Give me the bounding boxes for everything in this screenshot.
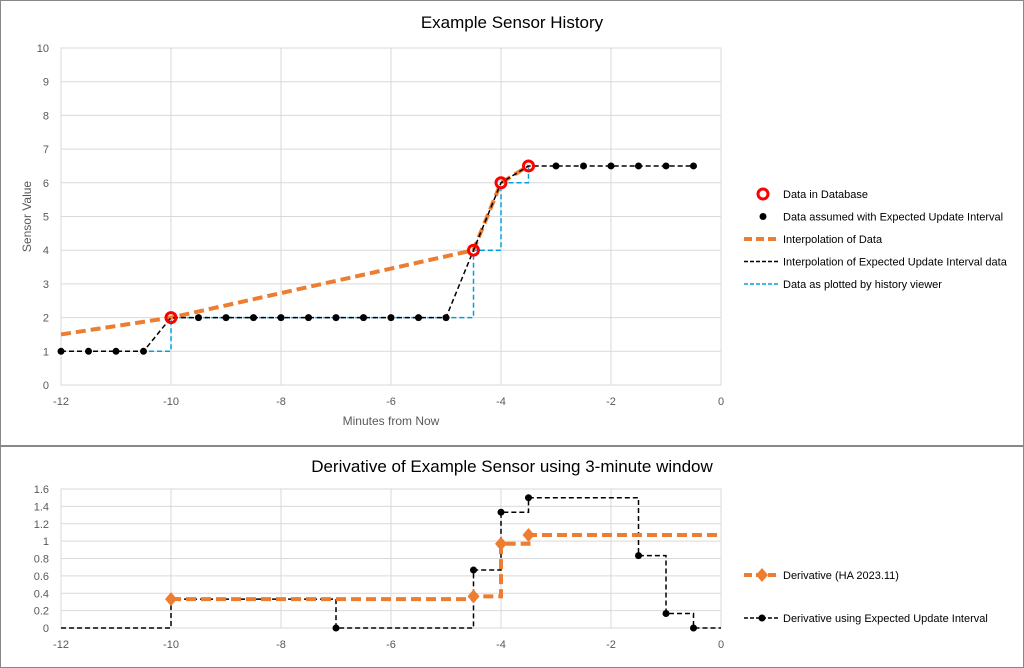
legend-label: Derivative (HA 2023.11) [783, 570, 899, 582]
x-tick-label: -4 [496, 639, 506, 651]
y-axis-label: Sensor Value [20, 181, 34, 252]
legend-label: Data assumed with Expected Update Interv… [783, 212, 1003, 224]
data-point [635, 162, 642, 170]
data-point [690, 624, 697, 632]
y-tick-label: 2 [43, 313, 49, 325]
y-tick-label: 1.6 [34, 484, 49, 496]
y-tick-label: 1.4 [34, 501, 49, 513]
y-tick-label: 9 [43, 77, 49, 89]
data-point [470, 566, 477, 574]
plot-area [60, 47, 722, 386]
x-tick-label: -10 [163, 639, 179, 651]
data-point [635, 552, 642, 560]
y-tick-label: 4 [43, 245, 49, 257]
data-point [552, 162, 560, 170]
data-point [250, 314, 257, 322]
data-point [758, 614, 766, 622]
y-tick-label: 3 [43, 279, 49, 291]
data-point [140, 347, 147, 355]
y-tick-label: 8 [43, 110, 49, 122]
legend-label: Data in Database [783, 189, 868, 201]
x-tick-label: -6 [386, 396, 396, 408]
data-point [360, 314, 367, 322]
data-point [57, 347, 65, 355]
x-tick-label: -10 [163, 396, 179, 408]
data-point [442, 314, 450, 322]
data-point [522, 528, 535, 543]
data-point [690, 162, 697, 170]
data-point [415, 314, 422, 322]
data-point [525, 494, 532, 502]
data-point [580, 162, 587, 170]
legend-label: Interpolation of Data [783, 234, 883, 246]
y-tick-label: 1 [43, 536, 49, 548]
x-tick-label: 0 [718, 396, 724, 408]
data-point [756, 568, 768, 582]
series-line-3 [61, 165, 694, 353]
data-point [495, 536, 507, 551]
data-point [467, 243, 480, 257]
data-point [467, 589, 480, 604]
legend-label: Derivative using Expected Update Interva… [783, 613, 988, 625]
y-tick-label: 0 [43, 380, 49, 392]
y-tick-label: 7 [43, 144, 49, 156]
y-tick-label: 6 [43, 178, 49, 190]
data-point [305, 314, 312, 322]
x-tick-label: -12 [53, 639, 69, 651]
x-tick-label: -4 [496, 396, 506, 408]
x-tick-label: -8 [276, 639, 286, 651]
x-tick-label: 0 [718, 639, 724, 651]
legend-label: Interpolation of Expected Update Interva… [783, 257, 1008, 269]
data-point [494, 176, 508, 190]
data-point [165, 592, 177, 607]
data-point [662, 162, 670, 170]
data-point [522, 159, 535, 173]
y-tick-label: 0.8 [34, 554, 49, 566]
y-tick-label: 0.6 [34, 571, 49, 583]
panel-bottom [0, 446, 1024, 668]
chart-title: Derivative of Example Sensor using 3-min… [311, 457, 713, 476]
data-point [497, 508, 505, 516]
x-tick-label: -12 [53, 396, 69, 408]
legend-label: Data as plotted by history viewer [783, 279, 942, 291]
y-tick-label: 10 [37, 43, 49, 55]
data-point [332, 314, 340, 322]
data-point [195, 314, 202, 322]
data-point [662, 609, 670, 617]
y-tick-label: 5 [43, 212, 49, 224]
x-axis-label: Minutes from Now [343, 414, 440, 428]
x-tick-label: -8 [276, 396, 286, 408]
x-tick-label: -2 [606, 396, 616, 408]
data-point [607, 162, 615, 170]
data-point [332, 624, 340, 632]
y-tick-label: 0 [43, 623, 49, 635]
chart-title: Example Sensor History [421, 13, 604, 32]
data-point [756, 187, 770, 201]
data-point [85, 347, 92, 355]
y-tick-label: 1 [43, 346, 49, 358]
data-point [112, 347, 120, 355]
x-tick-label: -2 [606, 639, 616, 651]
y-tick-label: 0.2 [34, 606, 49, 618]
data-point [387, 314, 395, 322]
data-point [277, 314, 285, 322]
data-point [759, 213, 767, 220]
data-point [164, 311, 178, 325]
y-tick-label: 0.4 [34, 588, 49, 600]
data-point [222, 314, 230, 322]
y-tick-label: 1.2 [34, 519, 49, 531]
x-tick-label: -6 [386, 639, 396, 651]
